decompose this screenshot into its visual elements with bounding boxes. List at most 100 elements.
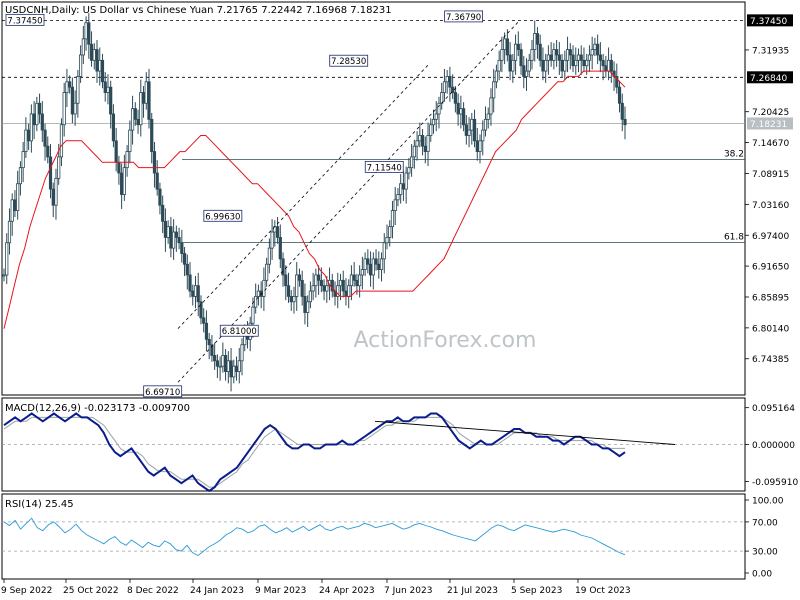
annotation-box-3 [364, 160, 404, 173]
candle-body [5, 242, 9, 276]
candle-body [615, 76, 619, 88]
candle-body [221, 355, 225, 367]
candle-body [338, 279, 343, 287]
candle-body [461, 108, 466, 126]
macd-indicator: 0.095164 0.000000 -0.095910 [2, 404, 798, 493]
price-levels: 38.2 61.8 [2, 19, 745, 244]
candle-body [177, 236, 181, 244]
price-tick-label: 7.08915 [752, 170, 789, 180]
candle-body [453, 92, 457, 104]
candle-body [601, 59, 605, 67]
moving-average-path [3, 70, 626, 329]
price-tick-label: 6.97400 [752, 232, 789, 242]
candle-body [374, 258, 378, 265]
candle-body [278, 236, 282, 260]
candle-body [557, 54, 561, 61]
candle-body [379, 258, 384, 270]
candle-body [292, 296, 296, 303]
candle-body [106, 86, 110, 93]
candle-body [481, 129, 485, 142]
candle-body [311, 285, 315, 292]
price-tick-label: 7.31935 [752, 46, 789, 56]
candle-body [125, 151, 129, 169]
price-tick-label: 7.03160 [752, 201, 789, 211]
candle-body [166, 226, 170, 238]
candle-body [535, 33, 540, 45]
candle-body [229, 360, 233, 378]
price-tick-label: 6.91650 [752, 263, 789, 273]
price-tick-label: 7.14670 [752, 139, 789, 149]
candle-body [609, 59, 613, 72]
candle-body [494, 70, 499, 83]
candle-body [300, 279, 304, 297]
candle-body [218, 365, 222, 368]
candle-body [568, 49, 572, 56]
candle-body [226, 360, 230, 372]
candle-body [147, 81, 151, 120]
candle-body [431, 118, 436, 126]
candle-body [407, 167, 411, 174]
candle-body [527, 59, 531, 72]
candle-body [549, 54, 553, 61]
channel-lines [177, 19, 521, 383]
candle-body [404, 172, 408, 190]
time-tick-label: 7 Jun 2023 [384, 586, 432, 596]
candle-body [524, 70, 529, 77]
candle-body [161, 204, 165, 222]
candle-body [172, 231, 176, 249]
candle-body [336, 285, 340, 297]
candle-body [500, 49, 504, 61]
macd-trendline [374, 420, 676, 445]
annotation-label-1: 7.36790 [446, 13, 481, 23]
annotation-label-0: 7.37450 [7, 16, 42, 26]
candle-body [492, 81, 496, 99]
candle-body [27, 129, 31, 142]
rsi-tick-label: 0.00 [752, 570, 772, 580]
candle-body [155, 172, 159, 190]
candle-body [574, 59, 578, 67]
candle-body [295, 274, 299, 297]
candle-body [368, 263, 373, 276]
candle-body [180, 242, 184, 254]
candle-body [426, 135, 430, 152]
candle-body [32, 113, 36, 126]
candle-body [363, 258, 367, 270]
candle-body [511, 59, 515, 72]
candle-body [297, 274, 302, 281]
annotation-label-4: 6.99630 [205, 212, 240, 222]
candle-body [366, 258, 370, 265]
rsi-panel-frame [1, 493, 746, 580]
candle-body [284, 274, 288, 287]
candle-body [57, 156, 61, 179]
candle-body [593, 43, 597, 51]
annotation-box-2 [329, 54, 369, 67]
watermark: ActionForex.com [354, 328, 537, 353]
candle-body [76, 76, 80, 104]
candle-body [513, 43, 518, 61]
candle-body [213, 355, 217, 362]
candle-body [13, 199, 17, 211]
price-box-label-1: 7.26840 [750, 74, 787, 84]
candle-body [401, 183, 406, 190]
candle-body [596, 43, 600, 56]
fib-level-label-1: 61.8 [724, 233, 744, 243]
candle-body [319, 279, 323, 287]
candle-body [254, 296, 258, 308]
candle-body [68, 81, 72, 88]
candle-body [620, 102, 624, 120]
candle-body [519, 49, 523, 67]
candle-body [48, 156, 53, 190]
candle-body [141, 92, 146, 104]
candle-body [193, 285, 198, 297]
candle-body [111, 113, 116, 142]
chart-title: USDCNH,Daily: US Dollar vs Chinese Yuan … [5, 5, 392, 16]
candle-body [317, 274, 321, 281]
candle-body [522, 65, 526, 77]
candle-body [262, 279, 266, 297]
candle-body [358, 274, 362, 287]
macd-tick-label: 0.000000 [752, 441, 795, 451]
channel-upper [177, 62, 431, 329]
candle-body [46, 145, 50, 158]
candle-body [163, 220, 168, 238]
